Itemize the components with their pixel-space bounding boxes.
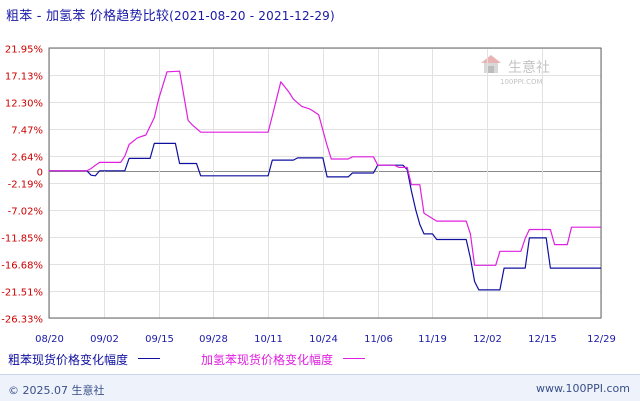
watermark-name: 生意社 (508, 59, 550, 76)
y-tick-label: 12.30% (5, 99, 43, 110)
gridlines (49, 48, 602, 319)
watermark-logo-icon (481, 55, 501, 73)
legend-item-series-1: 粗苯现货价格变化幅度 (8, 351, 160, 367)
footer-site-link[interactable]: www.100PPI.com (536, 382, 630, 395)
y-tick-label: -2.19% (8, 180, 43, 191)
legend-label-series-1: 粗苯现货价格变化幅度 (8, 353, 129, 367)
legend-swatch-series-2 (343, 358, 365, 359)
x-tick-label: 10/24 (309, 334, 338, 345)
x-tick-label: 10/11 (254, 334, 283, 345)
y-tick-label: 17.13% (5, 72, 43, 83)
footer: © 2025.07 生意社 www.100PPI.com (0, 374, 640, 401)
y-tick-label: -26.33% (1, 315, 43, 326)
y-tick-label: -16.68% (1, 261, 43, 272)
watermark: 生意社 100PPI.COM (481, 55, 550, 86)
axes: 21.95% 17.13% 12.30% 7.47% 2.64% 0-2.19% -7.02… (1, 45, 616, 346)
legend-item-series-2: 加氢苯现货价格变化幅度 (201, 351, 365, 367)
footer-copyright: © 2025.07 生意社 (8, 384, 105, 397)
x-tick-label: 12/29 (587, 334, 616, 345)
x-tick-label: 09/28 (199, 334, 228, 345)
y-tick-label: -21.51% (1, 288, 43, 299)
x-tick-label: 11/19 (418, 334, 447, 345)
series-line-2 (49, 70, 601, 266)
y-tick-label: 21.95% (5, 45, 43, 56)
legend-swatch-series-1 (138, 358, 160, 359)
y-tick-label: 2.64% (11, 153, 43, 164)
x-tick-label: 09/02 (90, 334, 119, 345)
y-tick-label: -11.85% (1, 234, 43, 245)
y-tick-label: -7.02% (8, 207, 43, 218)
legend-label-series-2: 加氢苯现货价格变化幅度 (201, 353, 334, 367)
chart-title-main: 粗苯 - 加氢苯 价格趋势比较 (6, 9, 170, 24)
chart-title: 粗苯 - 加氢苯 价格趋势比较(2021-08-20 - 2021-12-29) (6, 5, 335, 24)
chart-svg: 生意社 100PPI.COM 21.95% 17.13% 12.30% 7.47% 2.… (1, 45, 616, 346)
y-tick-label: 0 (37, 168, 43, 179)
x-tick-label: 12/02 (473, 334, 502, 345)
series-line-1 (49, 142, 601, 291)
chart-title-date-range: (2021-08-20 - 2021-12-29) (169, 9, 335, 23)
x-tick-label: 11/06 (364, 334, 393, 345)
series-lines (49, 70, 601, 291)
x-tick-label: 09/15 (145, 334, 174, 345)
x-tick-label: 12/15 (528, 334, 557, 345)
plot-area-border (48, 47, 602, 319)
watermark-url: 100PPI.COM (500, 78, 543, 86)
x-tick-label: 08/20 (35, 334, 64, 345)
y-tick-label: 7.47% (11, 126, 43, 137)
